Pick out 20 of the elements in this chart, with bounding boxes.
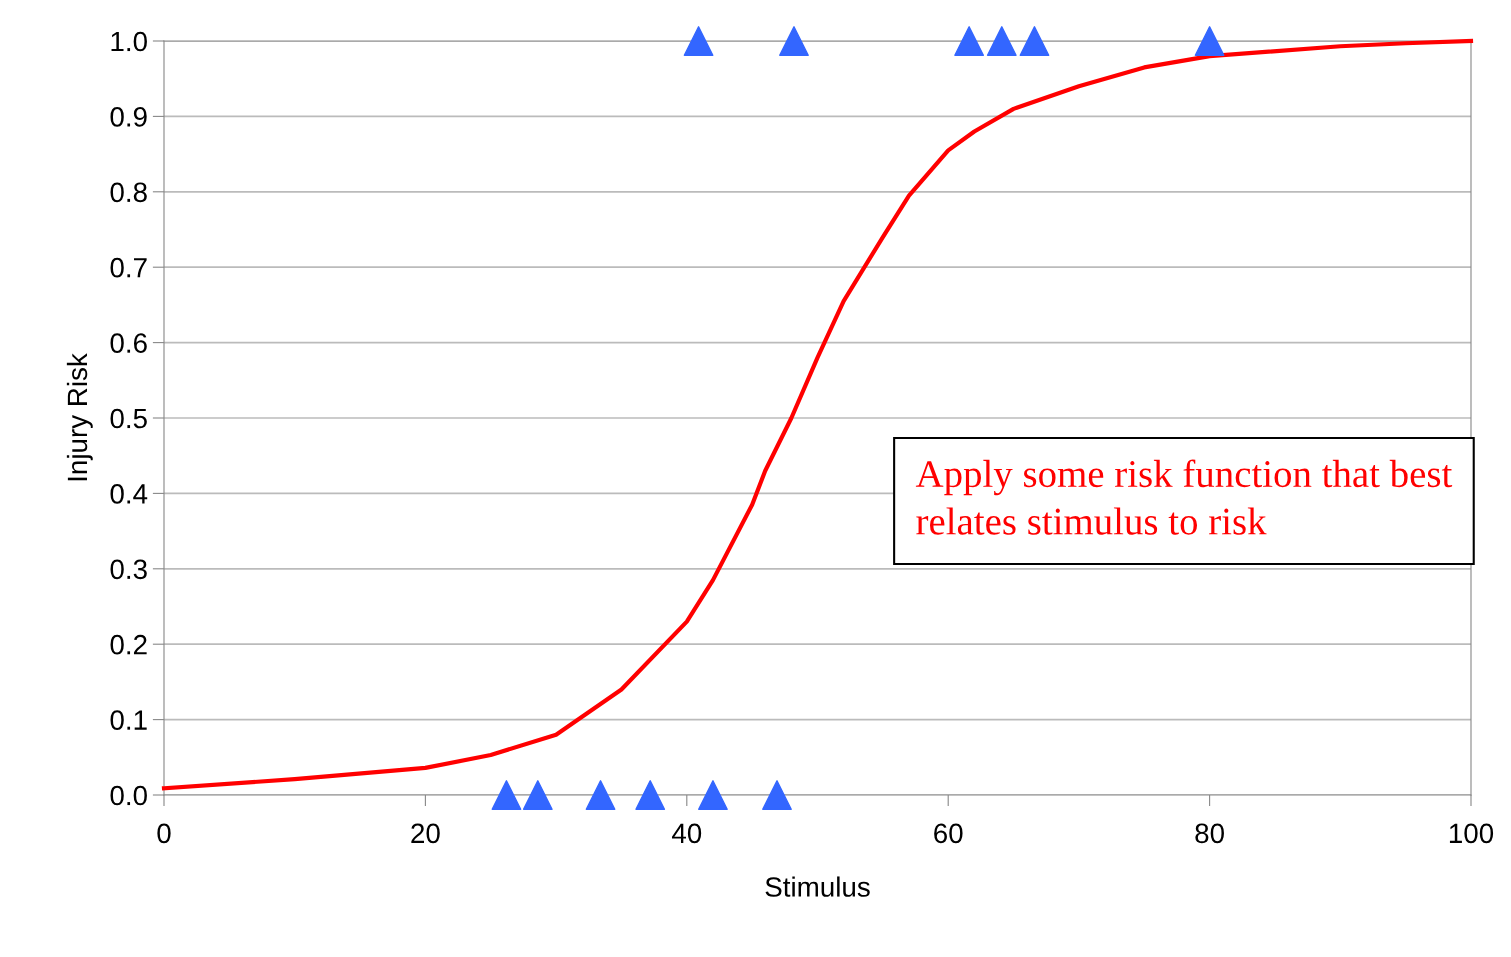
x-tick-label: 100 — [1449, 823, 1494, 844]
x-axis-title: Stimulus — [765, 876, 870, 897]
y-axis-title: Injury Risk — [66, 353, 93, 481]
y-tick-label: 1.0 — [111, 31, 147, 52]
y-tick-label: 0.5 — [110, 408, 147, 429]
x-tick-label: 80 — [1195, 823, 1224, 844]
y-tick-label: 0.6 — [110, 333, 147, 353]
y-tick-label: 0.2 — [110, 634, 147, 655]
y-tick-label: 0.7 — [110, 257, 147, 278]
y-tick-label: 0.9 — [110, 107, 147, 127]
x-tick-label: 60 — [934, 823, 963, 844]
y-tick-label: 0.1 — [110, 710, 147, 730]
y-tick-label: 0.0 — [110, 785, 147, 806]
y-tick-label: 0.3 — [110, 559, 147, 580]
x-tick-label: 20 — [411, 823, 440, 844]
y-tick-label: 0.4 — [110, 484, 148, 504]
y-tick-label: 0.8 — [110, 182, 147, 203]
annotation: Apply some risk function that best relates stimulus to risk — [915, 459, 1453, 535]
x-tick-label: 0 — [157, 823, 171, 844]
x-tick-label: 40 — [671, 823, 702, 844]
